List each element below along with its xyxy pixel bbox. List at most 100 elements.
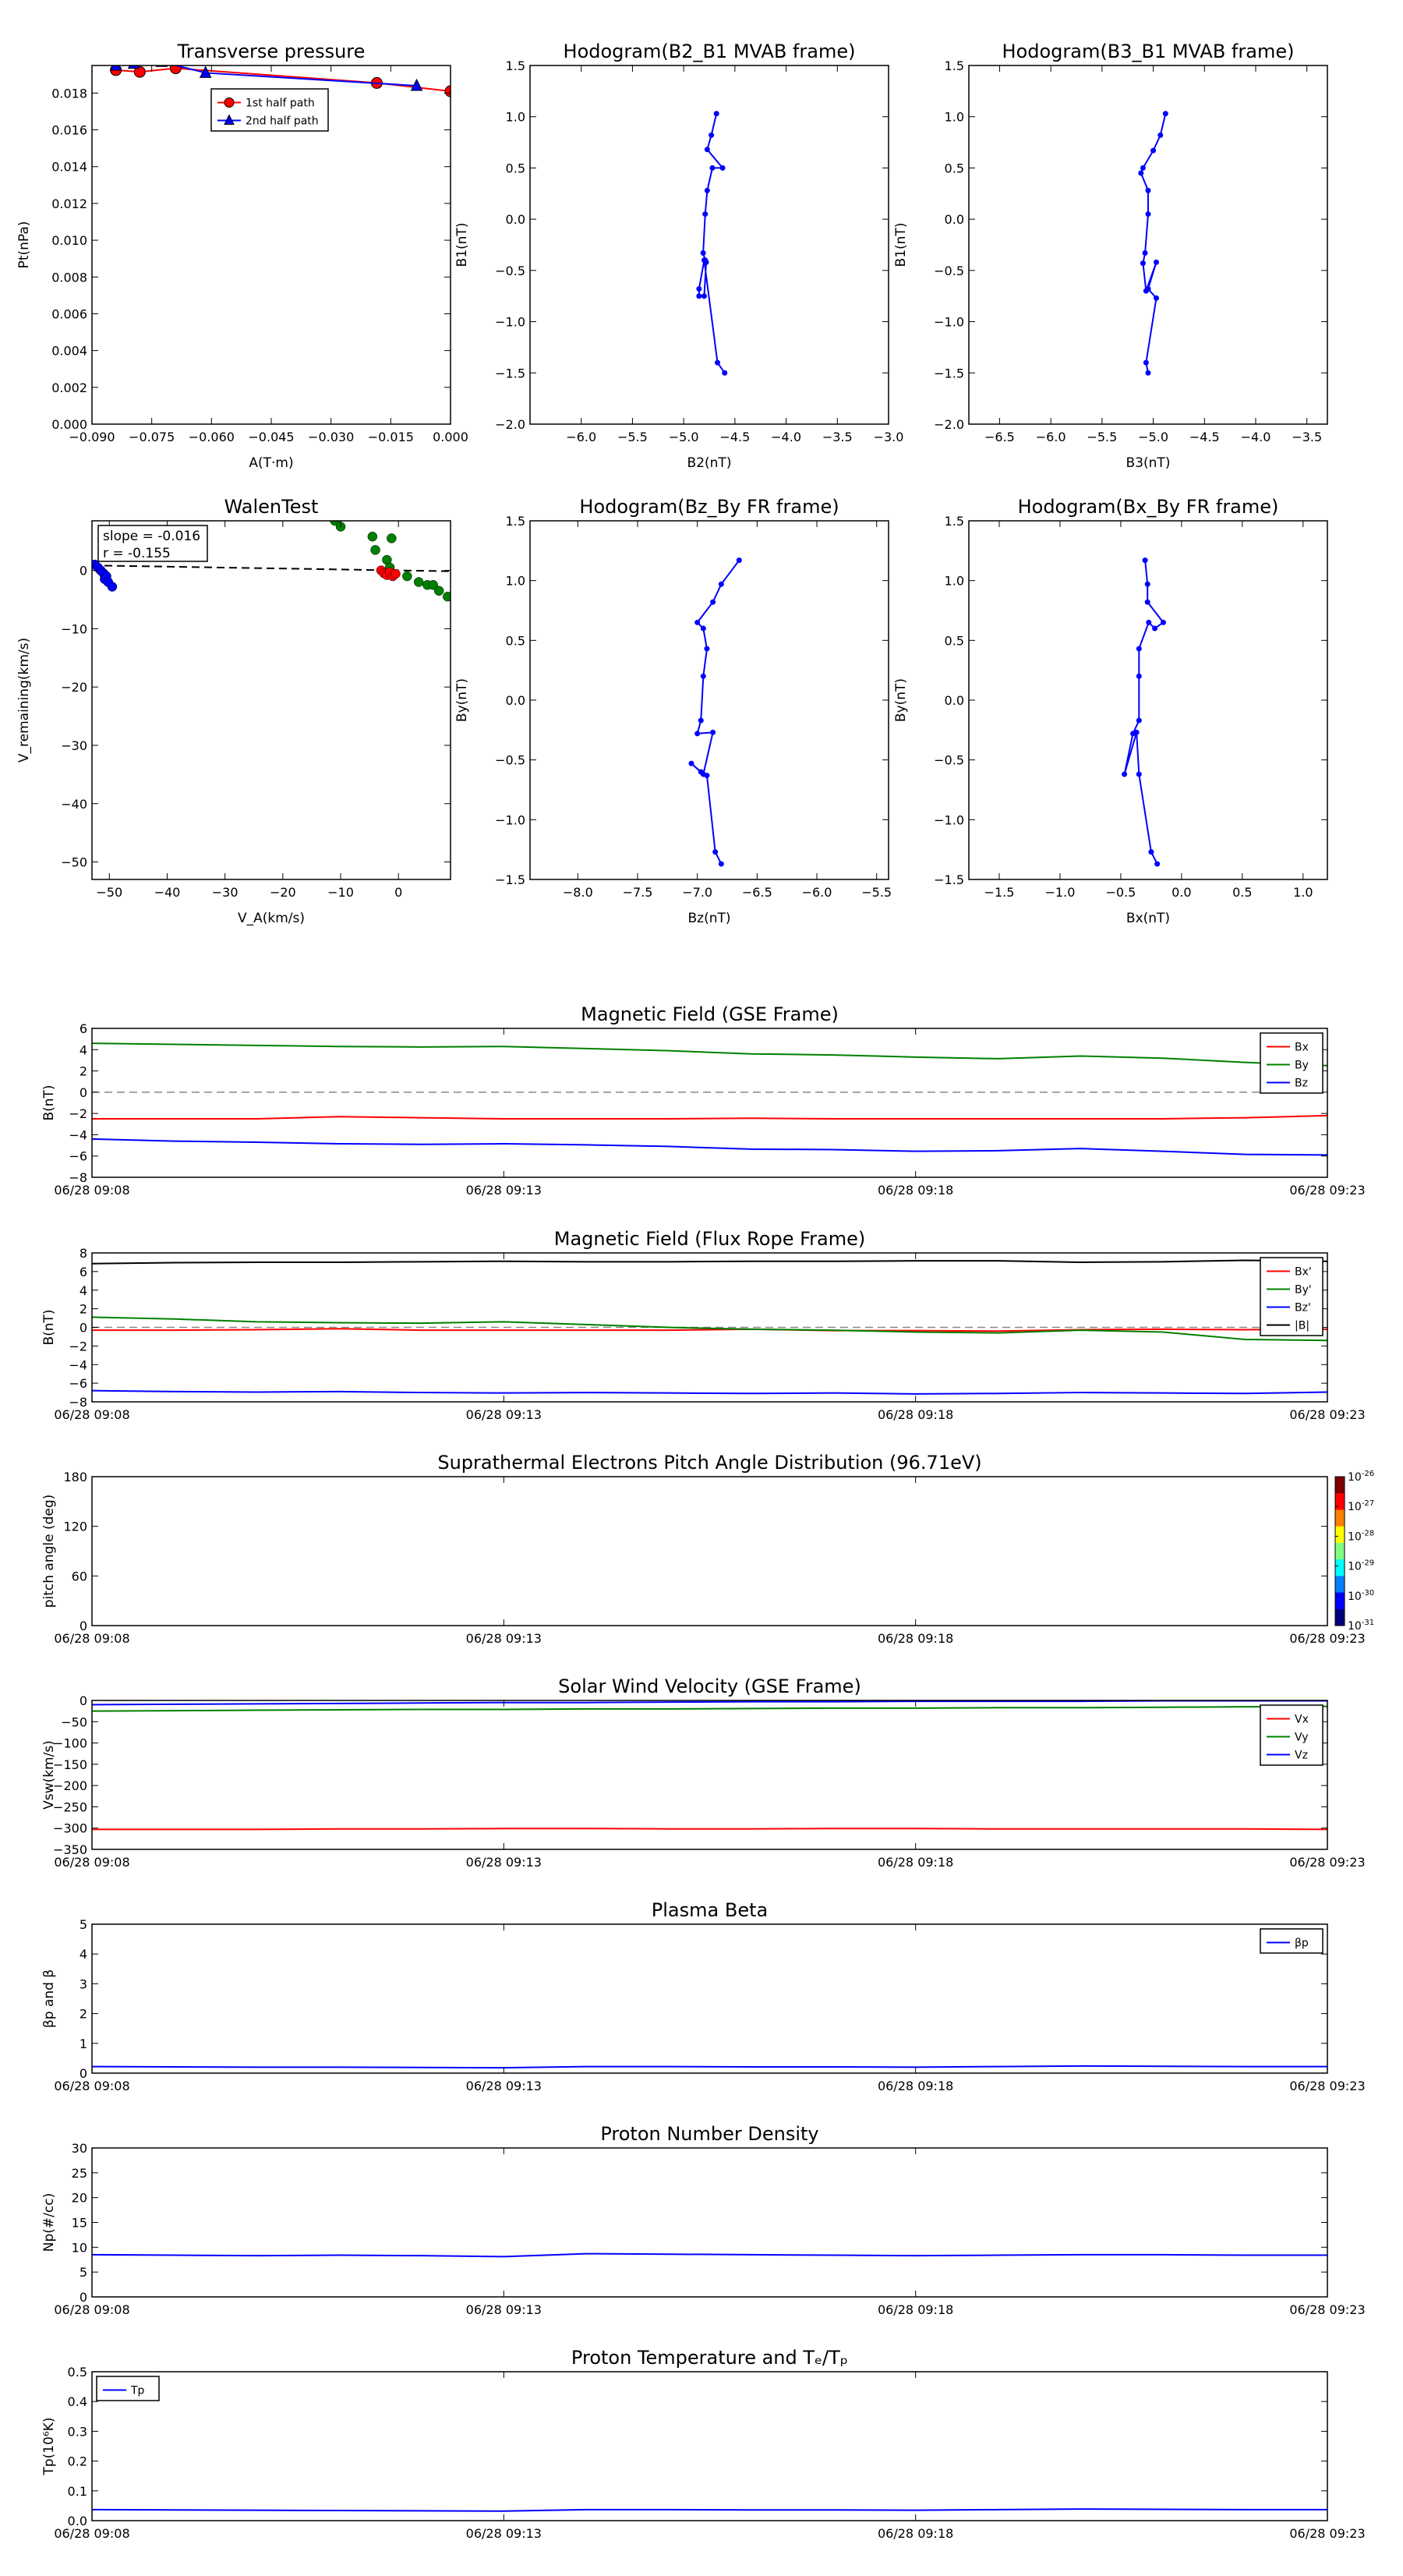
colorbar-base: 10 <box>1348 1561 1362 1573</box>
colorbar-exponent: -31 <box>1362 1619 1374 1627</box>
y-tick-label: 1.5 <box>506 514 525 529</box>
data-point <box>387 533 397 543</box>
data-point <box>370 545 380 555</box>
data-point <box>718 861 724 867</box>
data-point <box>715 359 721 366</box>
data-point <box>709 165 716 171</box>
data-point <box>1160 619 1166 625</box>
y-tick-label: 0.5 <box>945 161 964 175</box>
data-point <box>718 581 724 587</box>
data-point <box>155 65 168 67</box>
x-tick-label: 06/28 09:18 <box>878 1631 953 1646</box>
legend-label: Bx' <box>1295 1266 1312 1279</box>
x-tick-label: −30 <box>212 885 239 900</box>
legend-label: Tp <box>130 2385 145 2397</box>
y-tick-label: 0.5 <box>945 633 964 648</box>
y-axis-label: B(nT) <box>41 1309 57 1345</box>
plot-area <box>92 1700 1327 1831</box>
y-tick-label: 5 <box>80 2265 87 2280</box>
y-tick-label: −2.0 <box>934 417 964 432</box>
series-line-Bz <box>92 1138 1327 1156</box>
chart-title: Magnetic Field (GSE Frame) <box>581 1003 839 1025</box>
plot-area <box>1122 557 1166 867</box>
data-point <box>1133 729 1140 735</box>
colorbar-segment <box>1335 1526 1345 1544</box>
y-tick-label: −1.0 <box>495 812 525 827</box>
y-axis-label: V_remaining(km/s) <box>16 638 32 763</box>
x-tick-label: 06/28 09:18 <box>878 2302 953 2317</box>
data-point <box>1136 717 1142 724</box>
plot-area <box>92 2252 1327 2258</box>
y-axis-label: Tp(10⁶K) <box>41 2417 57 2475</box>
data-point <box>704 646 710 652</box>
x-tick-label: −50 <box>96 885 122 900</box>
x-tick-label: 06/28 09:23 <box>1289 1183 1365 1198</box>
y-tick-label: 0.3 <box>68 2424 87 2439</box>
data-point <box>1143 359 1149 366</box>
x-tick-label: −4.5 <box>719 430 750 444</box>
x-tick-label: −3.0 <box>874 430 904 444</box>
x-tick-label: −6.0 <box>1036 430 1066 444</box>
y-axis-label: pitch angle (deg) <box>41 1495 57 1608</box>
y-tick-label: −4 <box>69 1127 87 1142</box>
colorbar-exponent: -27 <box>1362 1499 1374 1508</box>
y-tick-label: 0.0 <box>506 693 525 708</box>
y-tick-label: −2 <box>69 1339 87 1353</box>
data-point <box>1162 111 1168 117</box>
legend-label: Vz <box>1295 1750 1308 1762</box>
series-line-Vz <box>92 1700 1327 1706</box>
y-axis-label: B1(nT) <box>893 223 909 267</box>
chart-title: Hodogram(B3_B1 MVAB frame) <box>1002 41 1295 62</box>
x-tick-label: −3.5 <box>822 430 853 444</box>
x-tick-label: −7.0 <box>682 885 712 900</box>
data-point <box>391 568 401 579</box>
x-tick-label: −4.5 <box>1189 430 1220 444</box>
chart-title: Proton Number Density <box>600 2123 818 2145</box>
y-axis-label: By(nT) <box>893 678 909 722</box>
y-tick-label: 0.012 <box>51 196 87 211</box>
colorbar-segment <box>1335 1608 1345 1626</box>
series-line-By <box>92 1042 1327 1067</box>
x-tick-label: 06/28 09:23 <box>1289 2302 1365 2317</box>
series-line-βp <box>92 2065 1327 2069</box>
y-tick-label: −0.5 <box>934 264 964 278</box>
x-tick-label: −5.0 <box>1138 430 1168 444</box>
data-point <box>1144 599 1150 605</box>
colorbar-tick-label: 10-26 <box>1348 1470 1374 1484</box>
legend-marker <box>224 114 235 125</box>
data-point <box>1154 295 1160 301</box>
y-tick-label: −300 <box>53 1821 87 1836</box>
data-point <box>433 586 444 596</box>
y-tick-label: −1.0 <box>934 315 964 330</box>
y-tick-label: −30 <box>61 738 87 753</box>
data-point <box>109 65 122 71</box>
data-point <box>199 65 212 78</box>
y-tick-label: 0.0 <box>945 212 964 227</box>
data-point <box>710 599 716 605</box>
series-line-2nd half path <box>115 65 417 87</box>
panel-vsw: Solar Wind Velocity (GSE Frame) Vsw(km/s)… <box>41 1675 1366 1870</box>
x-axis-label: B3(nT) <box>1126 455 1171 471</box>
data-point <box>1154 259 1160 265</box>
x-tick-label: 06/28 09:23 <box>1289 1407 1365 1422</box>
y-tick-label: −6 <box>69 1376 87 1391</box>
x-tick-label: 06/28 09:23 <box>1289 2079 1365 2093</box>
data-point <box>688 760 694 766</box>
y-tick-label: 0.004 <box>51 344 87 359</box>
x-tick-label: 0.5 <box>1232 885 1252 900</box>
y-tick-label: 180 <box>63 1470 87 1484</box>
colorbar-tick-label: 10-27 <box>1348 1499 1374 1513</box>
data-point <box>1140 260 1146 267</box>
data-point <box>698 717 704 724</box>
data-point <box>700 673 706 679</box>
data-point <box>402 571 412 582</box>
x-tick-label: 06/28 09:13 <box>466 1407 542 1422</box>
panel-pad: Suprathermal Electrons Pitch Angle Distr… <box>41 1452 1374 1646</box>
chart-title: Hodogram(Bx_By FR frame) <box>1018 496 1279 518</box>
y-tick-label: 0 <box>80 1619 87 1633</box>
x-tick-label: 1.0 <box>1293 885 1313 900</box>
y-tick-label: −1.5 <box>495 872 525 887</box>
data-point <box>702 211 709 218</box>
y-tick-label: 0.018 <box>51 86 87 101</box>
